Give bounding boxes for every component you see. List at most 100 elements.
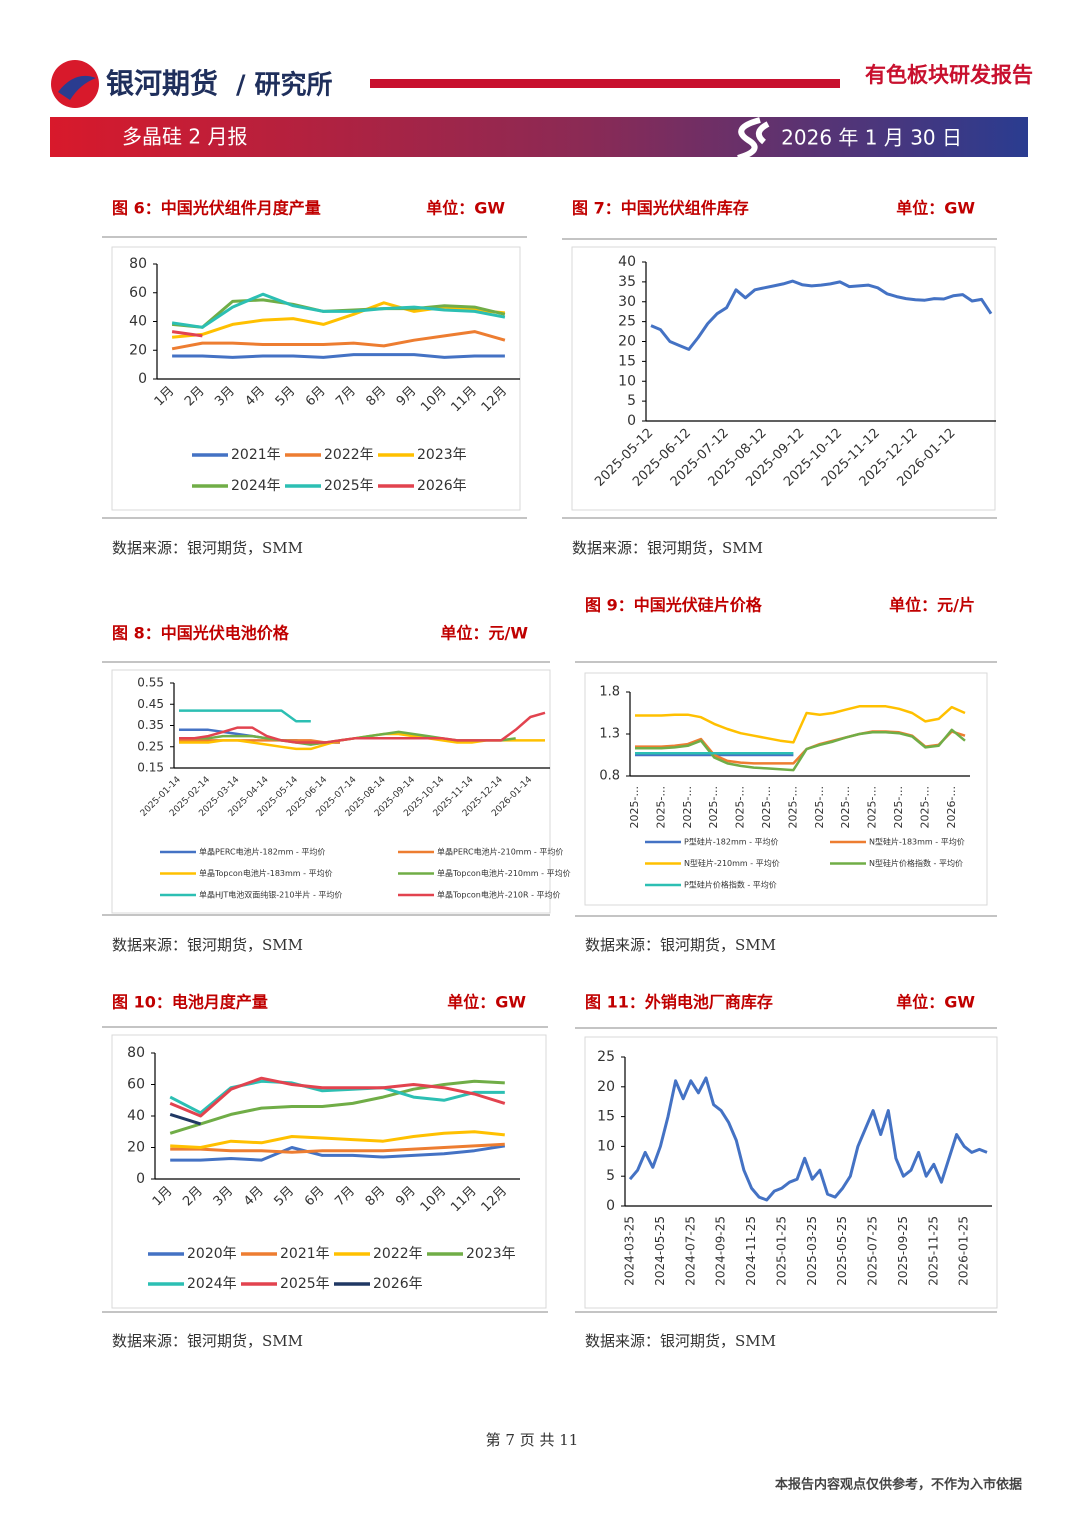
legend-label: 2024年 xyxy=(187,1276,237,1292)
y-tick-label: 60 xyxy=(129,285,147,301)
x-tick-label: 2025-... xyxy=(866,786,879,828)
header-rule xyxy=(370,79,840,88)
footer: 第 7 页 共 11 本报告内容观点仅供参考，不作为入市依据 xyxy=(486,1431,1022,1493)
x-tick-label: 2025-... xyxy=(839,786,852,828)
legend-label: 单晶Topcon电池片-210R - 平均价 xyxy=(437,890,561,900)
legend-label: 2021年 xyxy=(280,1246,330,1262)
legend-label: P型硅片价格指数 - 平均价 xyxy=(684,880,777,890)
x-tick-label: 7月 xyxy=(332,1184,358,1210)
y-tick-label: 60 xyxy=(127,1077,145,1093)
series-line xyxy=(179,739,340,744)
y-tick-label: 5 xyxy=(606,1168,615,1184)
y-tick-label: 10 xyxy=(597,1138,615,1154)
x-tick-label: 2025-... xyxy=(760,786,773,828)
x-tick-label: 3月 xyxy=(211,1184,237,1210)
y-tick-label: 40 xyxy=(127,1108,145,1124)
y-tick-label: 1.8 xyxy=(599,685,620,700)
series-line xyxy=(170,1144,506,1162)
y-tick-label: 80 xyxy=(129,256,147,272)
plot-frame xyxy=(584,672,988,906)
y-tick-label: 10 xyxy=(618,373,636,389)
x-tick-label: 2026-... xyxy=(945,786,958,828)
series-line xyxy=(170,1130,505,1149)
y-tick-label: 20 xyxy=(127,1140,145,1156)
legend-label: 单晶PERC电池片-210mm - 平均价 xyxy=(437,847,563,857)
x-tick-label: 7月 xyxy=(333,384,359,410)
y-tick-label: 0 xyxy=(138,371,147,387)
x-tick-label: 2025-... xyxy=(892,786,905,828)
legend-label: 2022年 xyxy=(324,447,374,463)
x-tick-label: 8月 xyxy=(364,384,390,410)
chart-title: 图 7：中国光伏组件库存 xyxy=(572,199,749,218)
y-tick-label: 40 xyxy=(129,314,147,330)
chart-title: 图 10：电池月度产量 xyxy=(112,993,268,1012)
series-line xyxy=(171,330,506,351)
chart-source: 数据来源：银河期货，SMM xyxy=(112,539,303,557)
series-line xyxy=(635,705,966,744)
legend-label: 2023年 xyxy=(466,1246,516,1262)
y-tick-label: 0 xyxy=(136,1171,145,1187)
chart-source: 数据来源：银河期货，SMM xyxy=(585,1332,776,1350)
y-tick-label: 0.35 xyxy=(137,718,164,732)
x-tick-label: 2024-09-25 xyxy=(714,1216,728,1286)
x-tick-label: 2024-05-25 xyxy=(653,1216,667,1286)
x-tick-label: 2025-... xyxy=(654,786,667,828)
legend-label: 单晶Topcon电池片-210mm - 平均价 xyxy=(437,868,571,878)
x-tick-label: 11月 xyxy=(448,1184,479,1215)
band-logo xyxy=(737,117,770,161)
x-tick-label: 9月 xyxy=(393,1184,419,1210)
x-tick-label: 4月 xyxy=(243,384,269,410)
series-line xyxy=(635,728,966,772)
chart-unit: 单位：GW xyxy=(896,993,975,1012)
legend-label: N型硅片价格指数 - 平均价 xyxy=(869,858,963,868)
x-tick-label: 2026-01-25 xyxy=(957,1216,971,1286)
x-tick-label: 1月 xyxy=(150,1184,176,1210)
plot-frame xyxy=(584,1036,998,1309)
x-tick-label: 2025-... xyxy=(734,786,747,828)
chart-source: 数据来源：银河期货，SMM xyxy=(112,936,303,954)
x-tick-label: 10月 xyxy=(418,1184,449,1215)
chart-source: 数据来源：银河期货，SMM xyxy=(572,539,763,557)
legend-label: P型硅片-182mm - 平均价 xyxy=(684,837,779,847)
y-tick-label: 25 xyxy=(618,314,636,330)
x-tick-label: 2025-01-25 xyxy=(774,1216,788,1286)
chart-unit: 单位：元/片 xyxy=(889,596,975,615)
x-tick-label: 2025-... xyxy=(628,786,641,828)
chart-source: 数据来源：银河期货，SMM xyxy=(585,936,776,954)
x-tick-label: 5月 xyxy=(272,1184,298,1210)
header-band xyxy=(50,117,1028,157)
x-tick-label: 10月 xyxy=(418,384,449,415)
y-tick-label: 25 xyxy=(597,1049,615,1065)
x-tick-label: 12月 xyxy=(479,1184,510,1215)
chart-title: 图 9：中国光伏硅片价格 xyxy=(585,596,763,615)
y-tick-label: 20 xyxy=(618,334,636,350)
legend-label: N型硅片-210mm - 平均价 xyxy=(684,858,780,868)
legend-label: 2021年 xyxy=(231,447,281,463)
institute: / 研究所 xyxy=(236,70,333,101)
header: 银河期货 / 研究所 有色板块研发报告 多晶硅 2 月报 2026 年 1 月 … xyxy=(50,60,1033,161)
x-tick-label: 1月 xyxy=(152,384,178,410)
x-tick-label: 2月 xyxy=(180,1184,206,1210)
legend-label: 2026年 xyxy=(373,1276,423,1292)
x-tick-label: 5月 xyxy=(273,384,299,410)
y-tick-label: 20 xyxy=(597,1079,615,1095)
x-tick-label: 2025-11-25 xyxy=(926,1216,940,1286)
series-line xyxy=(171,301,506,339)
chart-unit: 单位：GW xyxy=(447,993,526,1012)
chart-title: 图 6：中国光伏组件月度产量 xyxy=(112,199,321,218)
y-tick-label: 15 xyxy=(597,1109,615,1125)
series-line xyxy=(169,1079,505,1135)
series-line xyxy=(170,1142,505,1154)
x-tick-label: 2月 xyxy=(182,384,208,410)
x-tick-label: 11月 xyxy=(448,384,479,415)
plot-frame xyxy=(111,1034,547,1309)
x-tick-label: 3月 xyxy=(212,384,238,410)
x-tick-label: 2025-... xyxy=(681,786,694,828)
legend-label: 单晶Topcon电池片-183mm - 平均价 xyxy=(199,868,333,878)
series-line xyxy=(628,1076,988,1202)
y-tick-label: 15 xyxy=(618,353,636,369)
chart-panel: 图 10：电池月度产量 单位：GW 数据来源：银河期货，SMM 0 20 40 60 80 1月… xyxy=(102,993,548,1350)
legend-label: 2020年 xyxy=(187,1246,237,1262)
